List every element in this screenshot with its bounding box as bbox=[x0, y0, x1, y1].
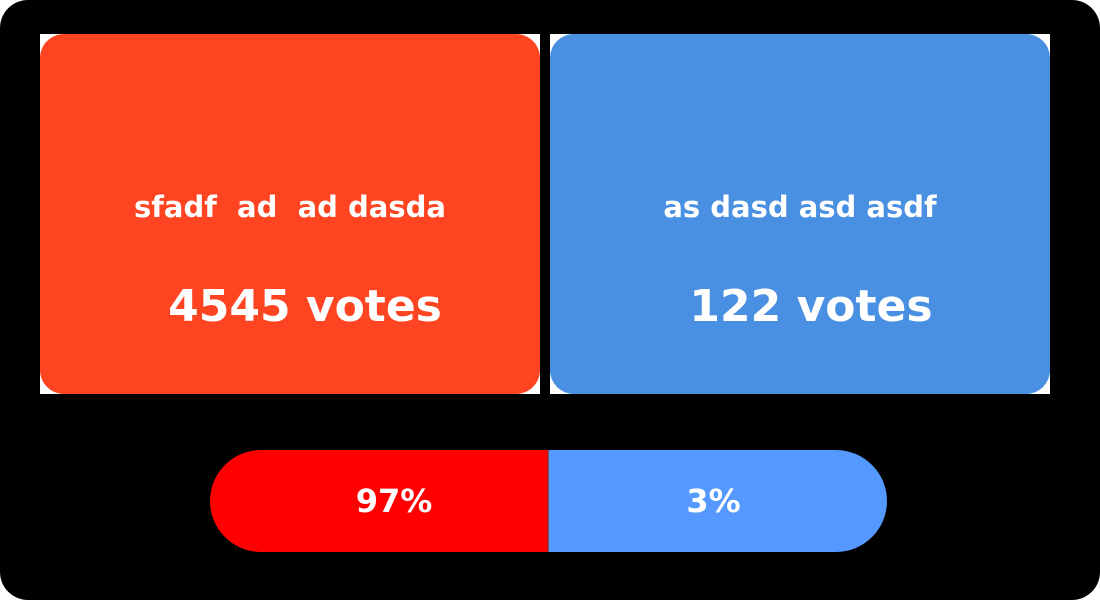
option-card-container-1: sfadf ad ad dasda 4545 votes bbox=[40, 34, 540, 394]
option-votes-2: 122 votes bbox=[689, 281, 933, 332]
results-bar-segment-1: 97% bbox=[210, 450, 548, 552]
option-title-2: as dasd asd asdf bbox=[663, 190, 937, 224]
results-percent-2: 3% bbox=[686, 482, 741, 520]
option-card-2[interactable]: as dasd asd asdf 122 votes bbox=[550, 34, 1050, 394]
option-votes-1: 4545 votes bbox=[168, 281, 442, 332]
results-bar: 97% 3% bbox=[210, 450, 887, 552]
results-percent-1: 97% bbox=[355, 482, 433, 520]
option-title-1: sfadf ad ad dasda bbox=[134, 190, 446, 224]
option-card-container-2: as dasd asd asdf 122 votes bbox=[550, 34, 1050, 394]
results-bar-segment-2: 3% bbox=[548, 450, 887, 552]
option-card-1[interactable]: sfadf ad ad dasda 4545 votes bbox=[40, 34, 540, 394]
results-bar-divider bbox=[547, 450, 549, 552]
